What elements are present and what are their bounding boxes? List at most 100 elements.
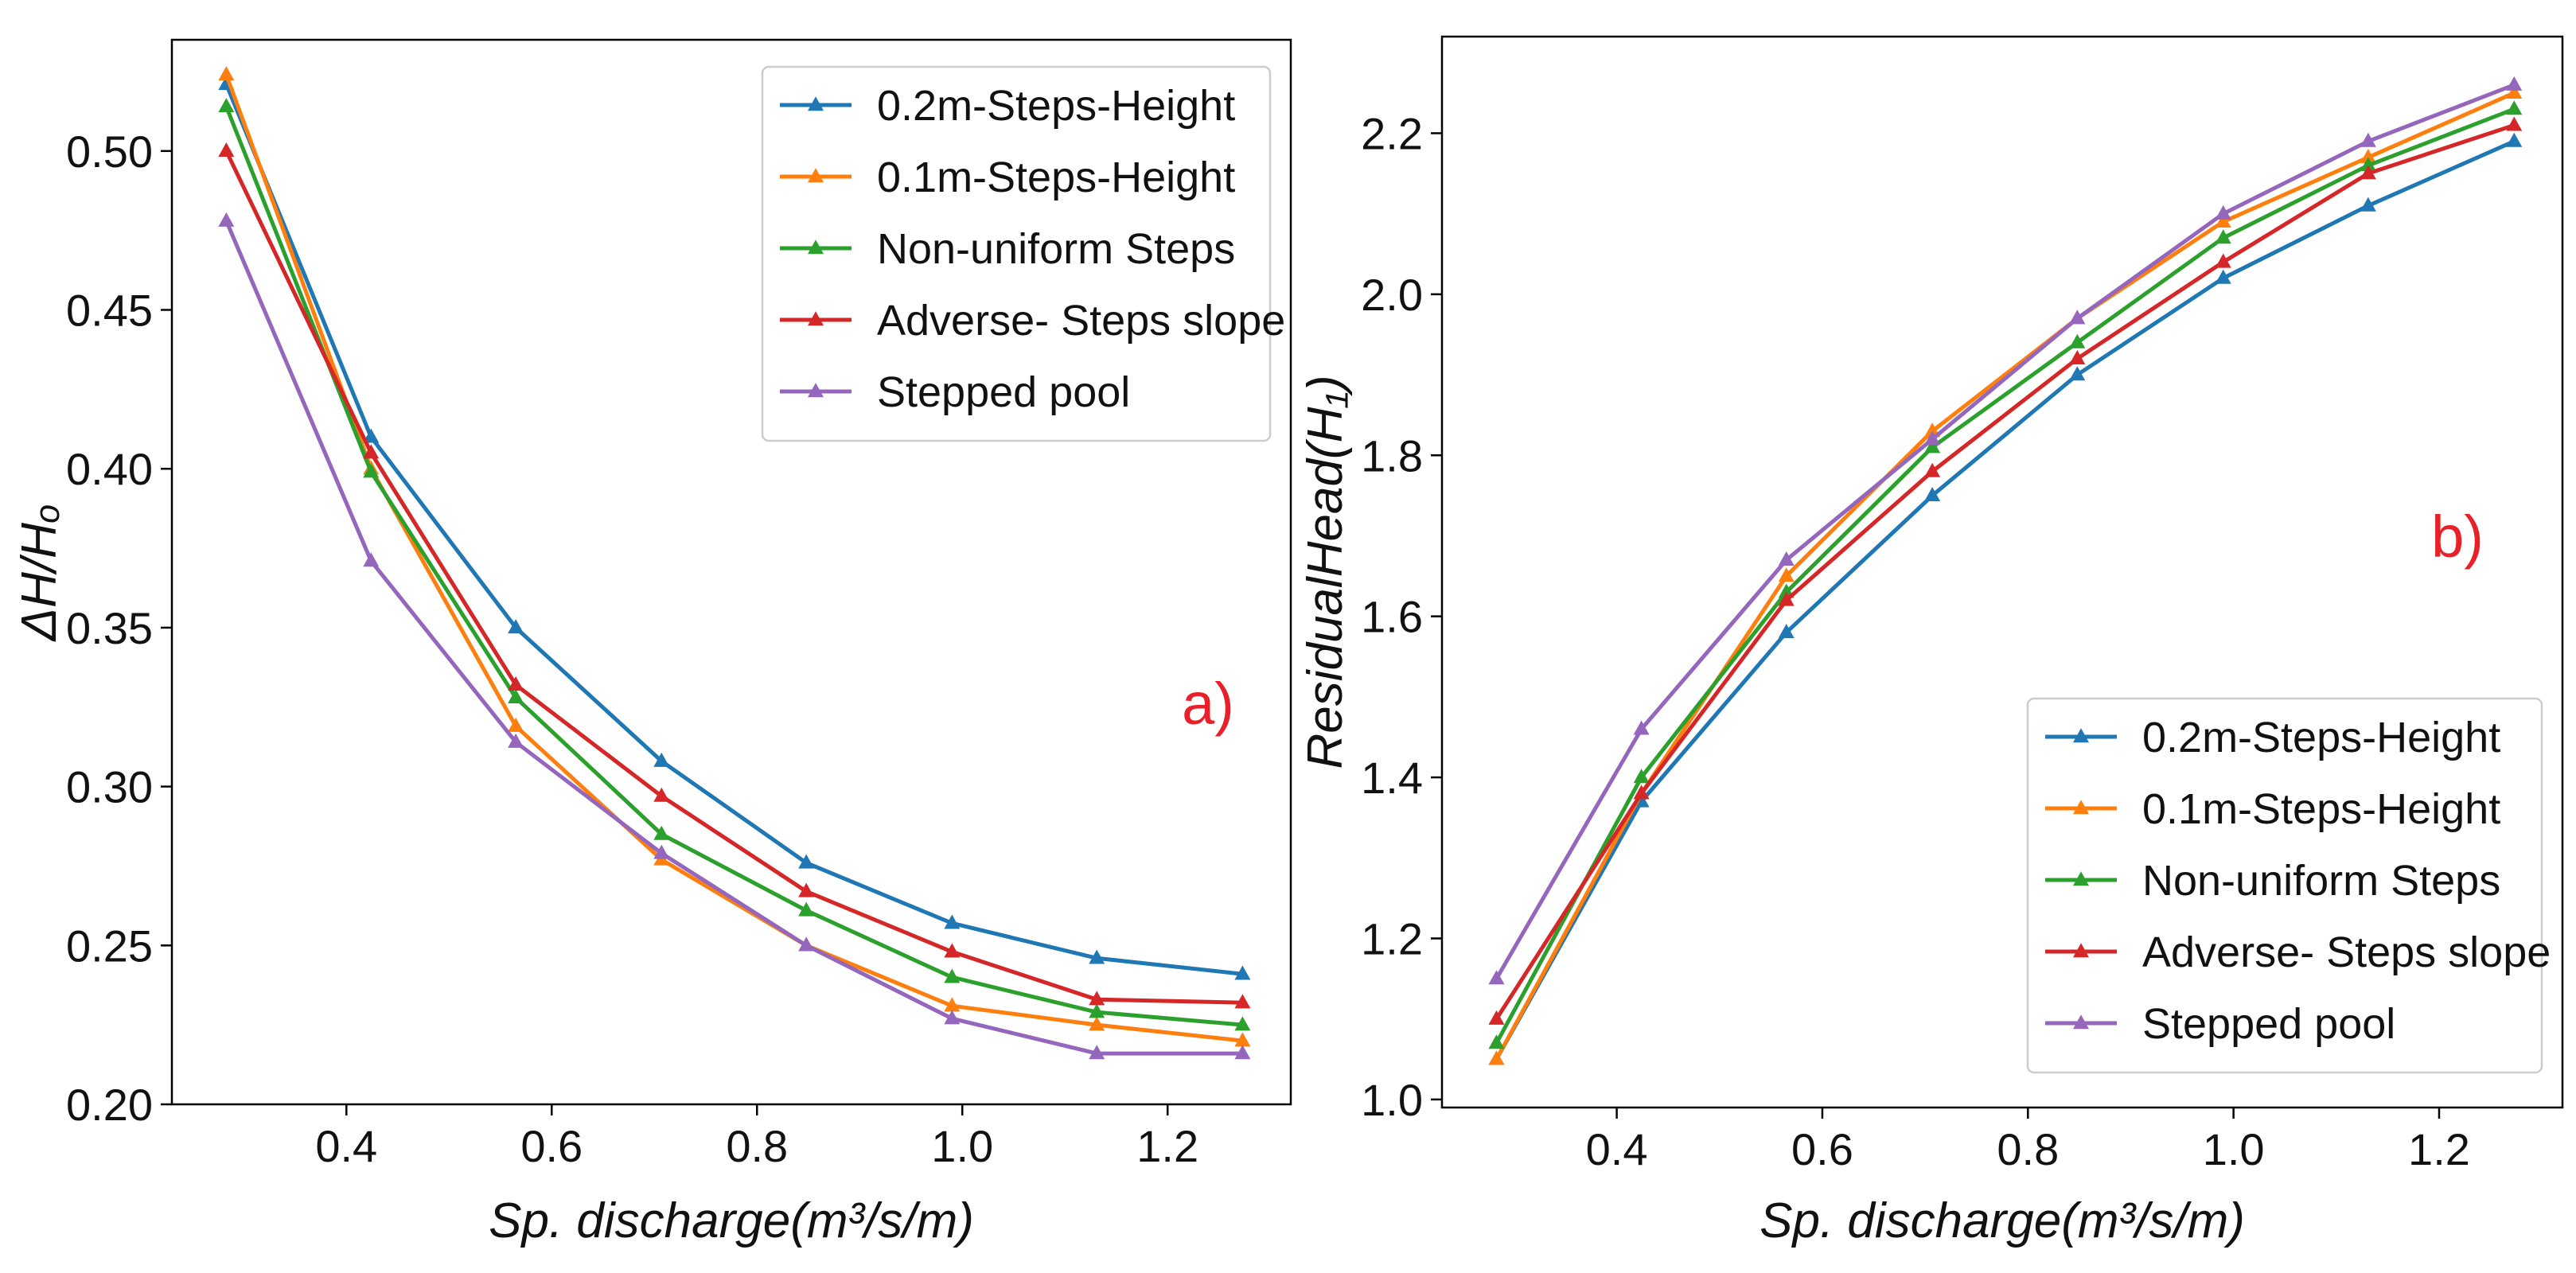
legend-label: Stepped pool bbox=[877, 368, 1130, 416]
legend-label: Non-uniform Steps bbox=[877, 225, 1235, 273]
y-tick-label: 0.30 bbox=[66, 762, 153, 812]
data-point bbox=[1633, 769, 1650, 784]
data-point bbox=[1924, 462, 1941, 477]
data-point bbox=[1234, 1045, 1251, 1060]
legend-swatch-marker bbox=[808, 168, 824, 183]
data-point bbox=[944, 1010, 961, 1025]
x-tick-label: 1.2 bbox=[1136, 1121, 1198, 1171]
y-tick-label: 0.35 bbox=[66, 603, 153, 653]
series-line bbox=[224, 220, 1243, 1056]
legend-swatch-marker bbox=[808, 239, 824, 255]
data-point bbox=[2360, 157, 2376, 172]
data-point bbox=[798, 854, 815, 869]
legend-swatch-marker bbox=[808, 96, 824, 111]
legend-swatch-marker bbox=[2073, 728, 2089, 743]
data-point bbox=[1234, 1032, 1251, 1047]
series-line bbox=[1495, 107, 2516, 1045]
legend-label: Stepped pool bbox=[2142, 1000, 2395, 1048]
series-line bbox=[224, 83, 1243, 976]
y-tick-label: 0.20 bbox=[66, 1080, 153, 1130]
y-axis-label: ΔH/Hₒ bbox=[12, 504, 67, 643]
data-point bbox=[1234, 1016, 1251, 1031]
data-point bbox=[1633, 720, 1650, 735]
plot-frame bbox=[1440, 35, 2564, 1109]
data-point bbox=[1924, 487, 1941, 502]
y-tick-label: 2.2 bbox=[1361, 108, 1423, 158]
y-tick-label: 1.0 bbox=[1361, 1075, 1423, 1125]
legend-swatch-marker bbox=[808, 311, 824, 326]
series-line bbox=[1495, 139, 2516, 1061]
plot-frame bbox=[170, 38, 1292, 1106]
series-line bbox=[224, 150, 1243, 1005]
panel-b: 0.4 0.6 0.8 1.0 1.2 1.0 1.2 1.4 1.6 1.8 2.0 2.2 Sp. … bbox=[1298, 35, 2564, 1248]
data-point bbox=[2360, 197, 2376, 212]
data-point bbox=[1488, 1050, 1505, 1065]
data-point bbox=[1778, 551, 1795, 566]
legend-label: Adverse- Steps slope bbox=[2142, 928, 2551, 976]
data-point bbox=[653, 787, 670, 802]
series-line bbox=[1495, 83, 2516, 980]
legend-swatch-marker bbox=[2073, 871, 2089, 886]
x-tick-label: 0.6 bbox=[1791, 1124, 1853, 1174]
x-tick-label: 1.0 bbox=[2203, 1124, 2265, 1174]
data-point bbox=[944, 968, 961, 983]
data-point bbox=[2215, 212, 2231, 228]
x-tick-label: 0.8 bbox=[726, 1121, 788, 1171]
data-point bbox=[944, 943, 961, 958]
data-point bbox=[1924, 430, 1941, 446]
panel-label: b) bbox=[2431, 504, 2484, 570]
x-tick-label: 1.2 bbox=[2408, 1124, 2470, 1174]
data-point bbox=[1924, 438, 1941, 454]
data-point bbox=[508, 688, 524, 703]
data-point bbox=[363, 552, 380, 567]
data-point bbox=[2069, 350, 2086, 365]
legend-label: 0.2m-Steps-Height bbox=[877, 82, 1235, 130]
data-point bbox=[508, 717, 524, 732]
data-point bbox=[1089, 949, 1105, 964]
data-point bbox=[798, 901, 815, 917]
legend-label: 0.1m-Steps-Height bbox=[2142, 785, 2500, 833]
panel-a: 0.4 0.6 0.8 1.0 1.2 0.20 0.25 0.30 0.35 0.40 0.45 0… bbox=[12, 38, 1292, 1248]
data-point bbox=[218, 142, 235, 157]
series-line bbox=[1495, 91, 2516, 1061]
data-point bbox=[2360, 149, 2376, 164]
data-point bbox=[1778, 624, 1795, 639]
data-point bbox=[2360, 132, 2376, 147]
legend-label: 0.1m-Steps-Height bbox=[877, 154, 1235, 201]
data-point bbox=[2215, 204, 2231, 220]
legend-swatch-marker bbox=[2073, 800, 2089, 815]
data-point bbox=[2360, 165, 2376, 180]
panel-label: a) bbox=[1182, 671, 1234, 737]
y-tick-label: 2.0 bbox=[1361, 270, 1423, 320]
data-point bbox=[2506, 76, 2523, 91]
y-axis-label: ResidualHead(H₁) bbox=[1298, 375, 1353, 769]
data-point bbox=[1234, 994, 1251, 1009]
x-tick-label: 0.4 bbox=[1586, 1124, 1648, 1174]
data-point bbox=[218, 66, 235, 81]
legend-swatch-marker bbox=[808, 383, 824, 398]
data-point bbox=[653, 752, 670, 767]
data-point bbox=[653, 825, 670, 840]
data-point bbox=[944, 997, 961, 1012]
series-line bbox=[224, 105, 1243, 1027]
data-point bbox=[218, 98, 235, 113]
legend-label: Non-uniform Steps bbox=[2142, 857, 2500, 905]
data-point bbox=[1089, 1003, 1105, 1018]
data-point bbox=[1778, 591, 1795, 606]
legend-swatch-marker bbox=[2073, 1014, 2089, 1030]
y-tick-label: 0.50 bbox=[66, 127, 153, 177]
data-point bbox=[218, 212, 235, 227]
data-point bbox=[2215, 229, 2231, 244]
data-point bbox=[363, 428, 380, 443]
data-point bbox=[2506, 100, 2523, 115]
data-point bbox=[508, 675, 524, 691]
series-line bbox=[1495, 123, 2516, 1021]
legend-box bbox=[2026, 697, 2543, 1074]
data-point bbox=[2215, 253, 2231, 268]
legend-box bbox=[761, 65, 1272, 442]
y-tick-label: 0.25 bbox=[66, 921, 153, 971]
data-point bbox=[2069, 333, 2086, 348]
data-point bbox=[2506, 132, 2523, 147]
